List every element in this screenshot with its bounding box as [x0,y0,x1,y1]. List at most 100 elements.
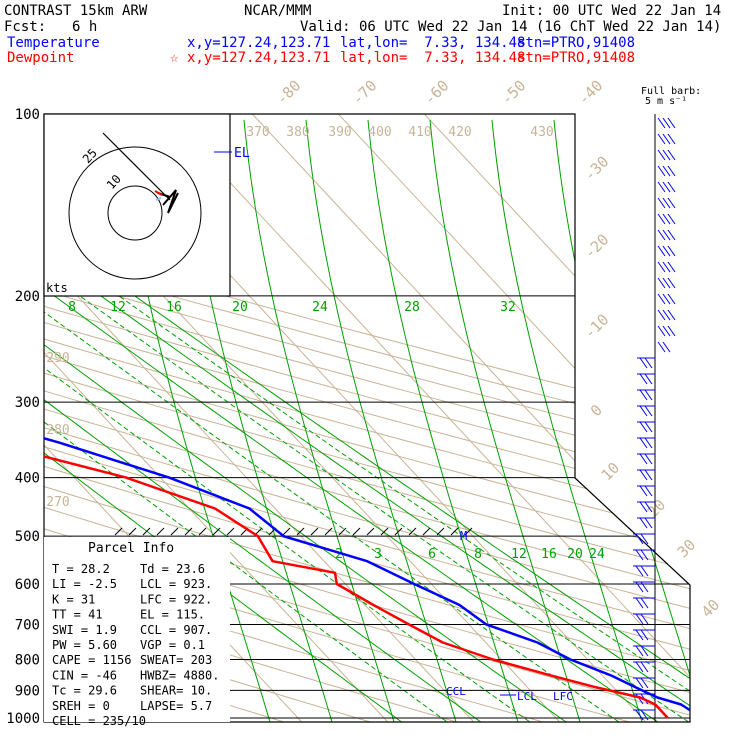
theta-label: 390 [328,125,351,140]
barb-key-line1: Full barb: [641,86,701,97]
m-marker: M [460,529,467,543]
wind-barb [635,549,644,561]
freezing-level-hatch [338,527,347,536]
wind-barb [644,421,653,433]
parcel-info-left: T = 28.2 [52,562,110,576]
mixing-ratio-label: 3 [374,547,382,562]
freezing-level-hatch [408,527,417,536]
isotherm-line [140,114,690,722]
isotherm-label: 10 [598,459,624,485]
moist-adiabat-line [429,119,581,722]
wind-barb [644,501,653,513]
mixing-ratio-label: 24 [312,300,328,315]
mixing-ratio-label: 20 [232,300,248,315]
wind-barb [644,373,653,385]
isotherm-line [44,114,397,722]
fcst-value: 6 h [72,19,98,35]
wind-barb [657,133,666,145]
hodograph-trace [155,197,162,201]
freezing-level-hatch [184,527,193,536]
dry-adiabat-line [44,114,690,722]
dry-adiabat-line [44,114,488,722]
parcel-info-right: LFC = 922. [140,592,212,606]
wind-barb [644,405,653,417]
mixing-ratio-label: 8 [68,300,76,315]
wind-barb [640,581,649,593]
wind-barb [667,245,676,257]
wind-barb [635,613,644,625]
dry-adiabat-line [44,114,690,722]
wind-barb [657,149,666,161]
mixing-ratio-label: 16 [541,547,557,562]
freezing-level-hatch [324,527,333,536]
mixing-ratio-label: 6 [428,547,436,562]
isotherm-label: -60 [421,77,453,109]
wind-barb [635,645,644,657]
isotherm-label: 30 [674,536,700,562]
mixing-ratio-label: 2 [335,547,343,562]
wind-barb [662,133,671,145]
dry-adiabat-line [44,114,690,722]
wind-barb [640,661,649,673]
wind-barb [639,501,648,513]
pressure-label: 1000 [6,711,40,727]
dry-adiabat-line [44,114,690,722]
model-title: CONTRAST 15km ARW [4,3,148,19]
wind-barb [657,213,666,225]
wind-barb [657,261,666,273]
wind-barb [667,325,676,337]
wind-barb [640,533,649,545]
parcel-info-right: HWBZ= 4880. [140,668,219,682]
parcel-info-left: CAPE = 1156 [52,653,131,667]
moist-adiabat-line [491,119,643,722]
wind-barb [662,341,671,353]
pressure-label: 800 [15,652,40,668]
hodograph-trace [102,132,171,201]
isotherm-line [226,114,690,722]
wind-barb [640,645,649,657]
wind-barb [639,453,648,465]
wind-barb [639,421,648,433]
hodograph-box [43,113,231,297]
wind-barb [635,709,644,721]
pressure-label: 200 [15,289,40,305]
mixing-ratio-label: 28 [404,300,420,315]
wind-barb [639,357,648,369]
wind-barb [662,245,671,257]
moist-adiabat-line [367,119,519,722]
wind-barb [662,181,671,193]
temperature-profile-line [44,114,690,720]
mixing-ratio-line [44,281,579,722]
theta-label: 290 [46,351,69,366]
wind-barb [667,197,676,209]
freezing-level-hatch [422,527,431,536]
dewpoint-legend-label: Dewpoint [7,50,75,66]
lcl-marker: LCL [517,690,537,703]
wind-barb [657,277,666,289]
parcel-info-right: SHEAR= 10. [140,684,212,698]
wind-barb [657,117,666,129]
wind-barb [639,389,648,401]
dry-adiabat-line [44,114,690,722]
freezing-level-hatch [394,527,403,536]
isotherm-label: -10 [581,311,613,343]
theta-label: 410 [408,125,431,140]
freezing-level-hatch [450,527,459,536]
temperature-station: stn=PTRO,91408 [517,35,636,51]
wind-barb [639,469,648,481]
dewpoint-xy: x,y=127.24,123.71 [187,50,331,66]
wind-barb [640,677,649,689]
barb-key-line2: 5 m s⁻¹ [645,96,687,107]
pressure-label: 700 [15,617,40,633]
wind-barb [635,661,644,673]
fcst-label: Fcst: [4,19,47,35]
wind-barb [667,117,676,129]
theta-label: 400 [368,125,391,140]
parcel-info-left: SWI = 1.9 [52,623,117,637]
wind-barb [657,197,666,209]
mixing-ratio-line [115,281,690,722]
wind-barb [644,437,653,449]
dry-adiabat-line [44,114,690,722]
wind-barb [644,469,653,481]
